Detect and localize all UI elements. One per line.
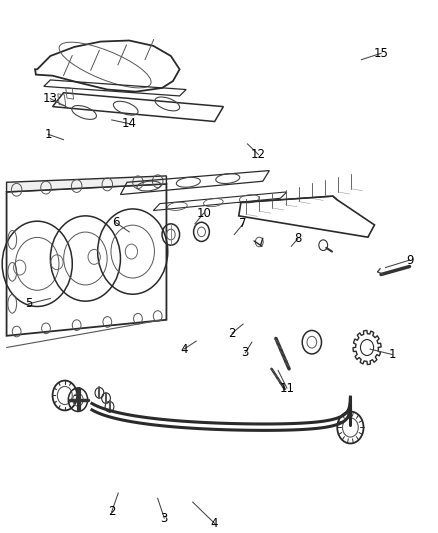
- Text: 8: 8: [294, 232, 301, 245]
- Text: 5: 5: [25, 297, 32, 310]
- Text: 3: 3: [242, 346, 249, 359]
- Text: 1: 1: [44, 128, 52, 141]
- Text: 13: 13: [43, 92, 58, 105]
- Text: 1: 1: [388, 348, 396, 361]
- Text: 4: 4: [180, 343, 188, 356]
- Text: 15: 15: [374, 47, 389, 60]
- Text: 2: 2: [108, 505, 116, 518]
- Text: 11: 11: [279, 382, 294, 394]
- Text: 6: 6: [112, 216, 120, 229]
- Polygon shape: [7, 176, 166, 192]
- Text: 12: 12: [251, 148, 266, 161]
- Text: 14: 14: [122, 117, 137, 130]
- Text: 7: 7: [239, 217, 247, 230]
- Text: 10: 10: [196, 207, 211, 220]
- Text: 2: 2: [228, 327, 236, 340]
- Text: 3: 3: [161, 512, 168, 524]
- Text: 9: 9: [406, 254, 413, 266]
- Text: 4: 4: [211, 517, 219, 530]
